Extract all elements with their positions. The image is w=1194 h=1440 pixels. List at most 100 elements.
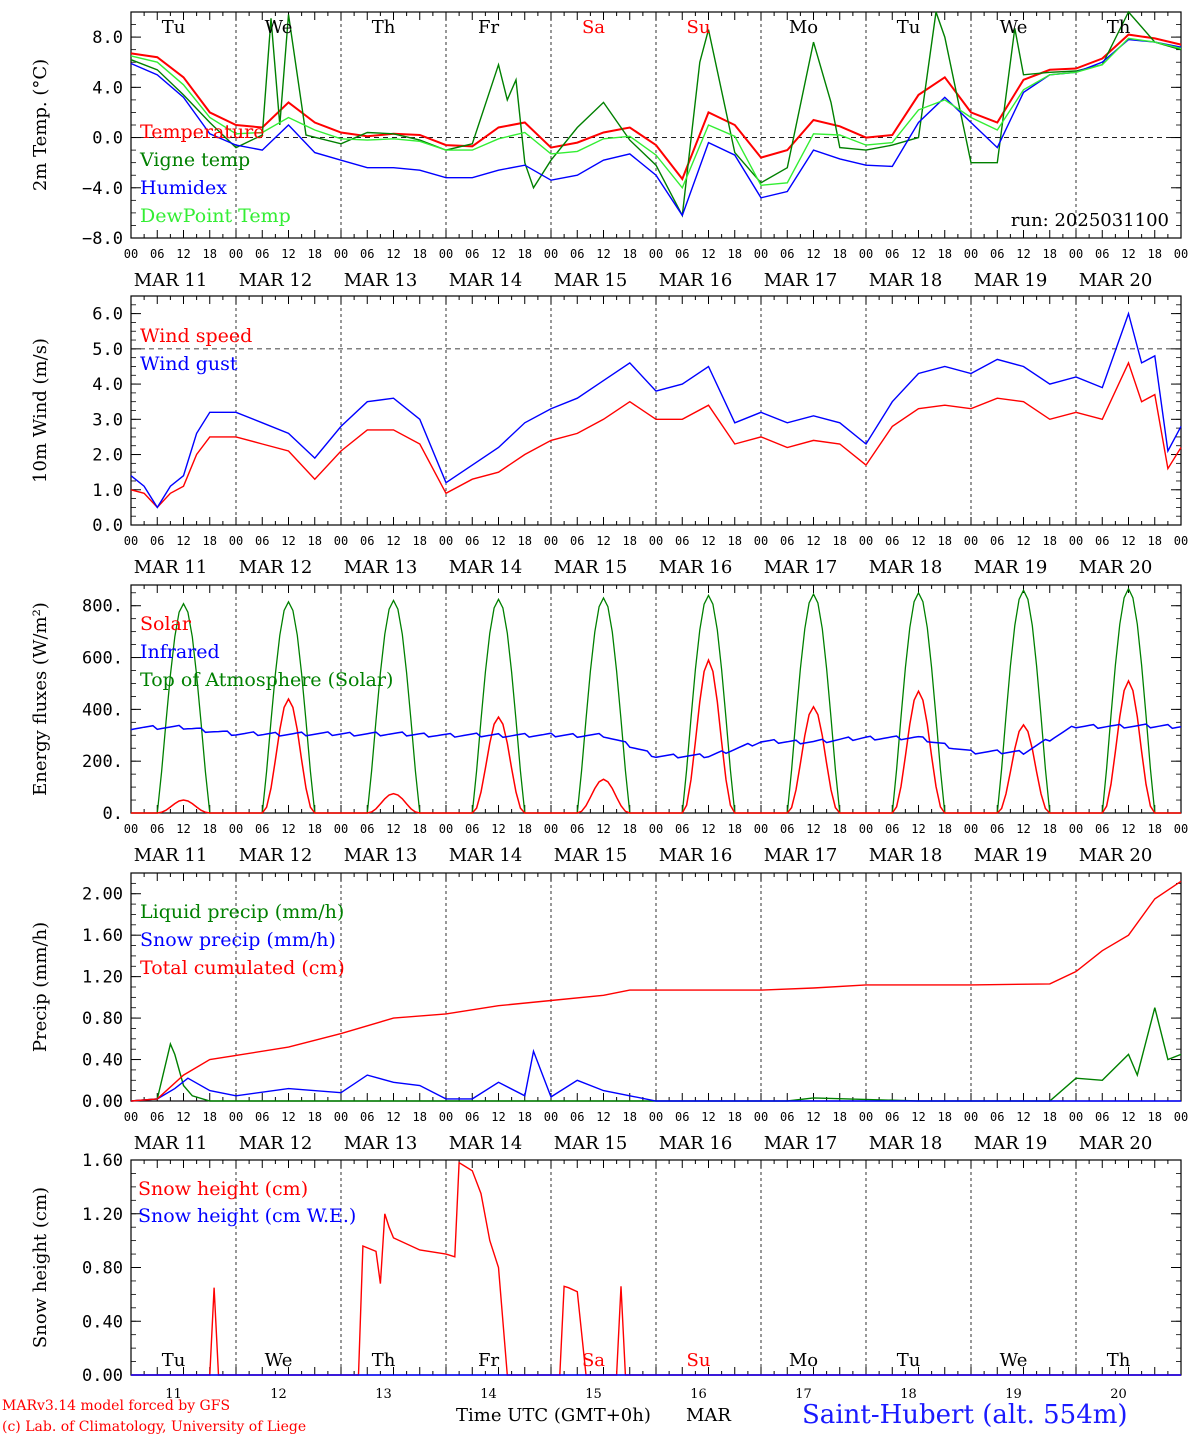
hour-tick-label: 00: [229, 1110, 243, 1124]
hour-tick-label: 12: [806, 1110, 820, 1124]
hour-tick-label: 06: [675, 822, 689, 836]
y-tick-label: −4.0: [82, 179, 123, 199]
hour-tick-label: 00: [544, 247, 558, 261]
hour-tick-label: 18: [413, 534, 427, 548]
date-label: MAR 13: [344, 557, 418, 578]
hour-tick-label: 18: [1043, 822, 1057, 836]
date-label: MAR 13: [344, 270, 418, 291]
date-label: MAR 19: [974, 845, 1048, 866]
hour-tick-label: 12: [281, 1110, 295, 1124]
y-tick-label: 0.0: [92, 129, 123, 149]
hour-tick-label: 00: [964, 822, 978, 836]
series-line-vigne-temp: [130, 10, 1182, 218]
station-title: Saint-Hubert (alt. 554m): [802, 1400, 1128, 1430]
hour-tick-label: 06: [150, 1110, 164, 1124]
legend-entry: Wind speed: [140, 325, 252, 347]
series-line-snow-precip-mm-h-: [130, 1048, 1181, 1102]
hour-tick-label: 06: [990, 1110, 1004, 1124]
hour-tick-label: 00: [124, 1110, 138, 1124]
hour-tick-label: 06: [885, 534, 899, 548]
hour-tick-label: 00: [649, 534, 663, 548]
date-label: MAR 11: [134, 845, 208, 866]
hour-tick-label: 18: [728, 247, 742, 261]
hour-tick-label: 06: [990, 247, 1004, 261]
hour-tick-label: 00: [439, 247, 453, 261]
hour-tick-label: 06: [570, 1110, 584, 1124]
hour-tick-label: 00: [859, 822, 873, 836]
hour-tick-label: 18: [518, 534, 532, 548]
date-label: MAR 16: [659, 1133, 733, 1154]
hour-tick-label: 12: [176, 534, 190, 548]
hour-tick-label: 18: [308, 534, 322, 548]
hour-tick-label: 18: [413, 822, 427, 836]
date-label: MAR 12: [239, 1133, 313, 1154]
hour-tick-label: 00: [1069, 822, 1083, 836]
hour-tick-label: 00: [754, 822, 768, 836]
hour-tick-label: 18: [308, 822, 322, 836]
hour-tick-label: 18: [623, 534, 637, 548]
y-tick-label: 3.0: [92, 410, 123, 430]
hour-tick-label: 06: [1095, 534, 1109, 548]
legend-entry: DewPoint Temp: [140, 205, 291, 227]
date-label: MAR 16: [659, 845, 733, 866]
hour-tick-label: 06: [780, 822, 794, 836]
date-label: MAR 18: [869, 1133, 943, 1154]
hour-tick-label: 18: [833, 822, 847, 836]
date-label: MAR 12: [239, 557, 313, 578]
date-label: MAR 15: [554, 270, 628, 291]
y-axis-label: 10m Wind (m/s): [30, 338, 51, 483]
day-label-bottom: Tu: [162, 1350, 186, 1371]
hour-tick-label: 18: [728, 534, 742, 548]
hour-tick-label: 18: [938, 534, 952, 548]
hour-tick-label: 18: [833, 247, 847, 261]
hour-tick-label: 00: [334, 822, 348, 836]
hour-tick-label: 12: [281, 534, 295, 548]
series-line-solar: [131, 658, 1181, 814]
legend-entry: Liquid precip (mm/h): [140, 901, 344, 923]
hour-tick-label: 00: [859, 534, 873, 548]
hour-tick-label: 00: [439, 534, 453, 548]
legend-entry: Snow height (cm W.E.): [138, 1205, 356, 1227]
hour-tick-label: 06: [675, 247, 689, 261]
series-line-infrared: [130, 723, 1182, 759]
date-label: MAR 14: [449, 845, 523, 866]
legend-entry: Infrared: [140, 641, 220, 663]
series-line-humidex: [130, 38, 1182, 217]
day-number: 18: [900, 1387, 917, 1402]
day-label-bottom: We: [1000, 1350, 1028, 1371]
day-label-bottom: We: [265, 1350, 293, 1371]
y-tick-label: 2.0: [92, 446, 123, 466]
date-label: MAR 17: [764, 557, 838, 578]
day-label-top: Th: [372, 17, 396, 38]
date-label: MAR 13: [344, 845, 418, 866]
hour-tick-label: 12: [1016, 822, 1030, 836]
hour-tick-label: 06: [885, 1110, 899, 1124]
hour-tick-label: 18: [1043, 247, 1057, 261]
hour-tick-label: 00: [1069, 534, 1083, 548]
y-tick-label: 400.: [82, 700, 123, 720]
hour-tick-label: 12: [1121, 247, 1135, 261]
hour-tick-label: 12: [1121, 534, 1135, 548]
day-number: 15: [585, 1387, 602, 1402]
date-label: MAR 19: [974, 1133, 1048, 1154]
hour-tick-label: 00: [1069, 1110, 1083, 1124]
hour-tick-label: 06: [465, 247, 479, 261]
hour-tick-label: 00: [334, 534, 348, 548]
hour-tick-label: 12: [911, 1110, 925, 1124]
hour-tick-label: 06: [360, 1110, 374, 1124]
hour-tick-label: 00: [859, 247, 873, 261]
date-label: MAR 18: [869, 557, 943, 578]
hour-tick-label: 00: [649, 1110, 663, 1124]
day-label-top: Th: [1107, 17, 1131, 38]
date-label: MAR 14: [449, 1133, 523, 1154]
hour-tick-label: 00: [859, 1110, 873, 1124]
hour-tick-label: 12: [911, 247, 925, 261]
day-label-top: We: [265, 17, 293, 38]
hour-tick-label: 12: [176, 247, 190, 261]
hour-tick-label: 00: [754, 1110, 768, 1124]
legend-entry: Vigne temp: [139, 149, 250, 171]
hour-tick-label: 12: [176, 1110, 190, 1124]
hour-tick-label: 06: [885, 247, 899, 261]
date-label: MAR 11: [134, 1133, 208, 1154]
series-line-total-cumulated-cm-: [130, 880, 1182, 1102]
